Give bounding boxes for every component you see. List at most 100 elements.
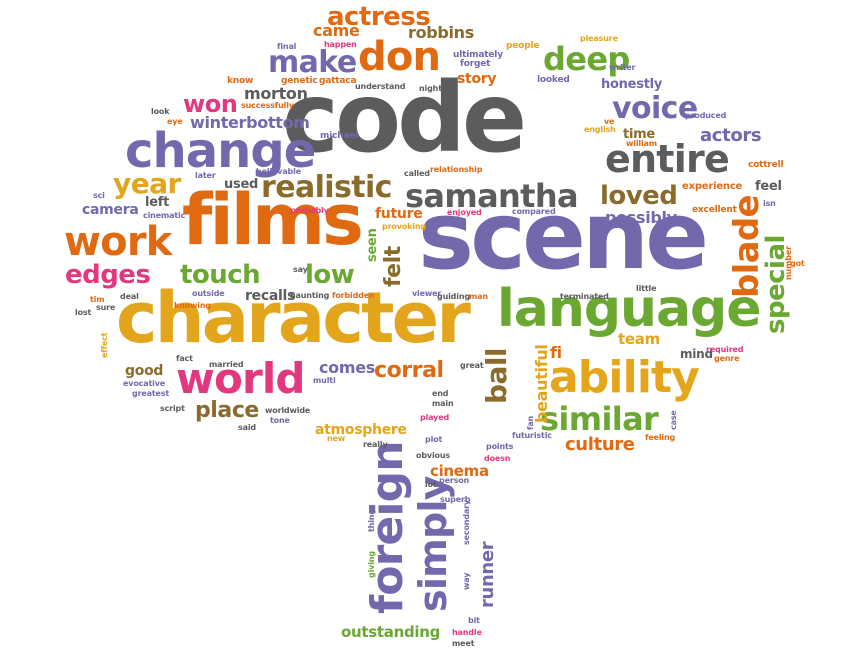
word-good: good — [125, 363, 164, 379]
word-understand: understand — [355, 82, 406, 91]
word-ve: ve — [604, 117, 615, 126]
word-case: case — [669, 410, 678, 430]
word-morton: morton — [244, 84, 308, 103]
word-ball: ball — [480, 348, 513, 404]
word-end: end — [432, 389, 449, 398]
word-great: great — [460, 361, 484, 370]
word-produced: produced — [685, 111, 727, 120]
word-relationship: relationship — [430, 165, 483, 174]
word-make: make — [268, 45, 357, 80]
word-really: really — [363, 440, 388, 449]
word-main: main — [432, 399, 454, 408]
word-superb: superb — [440, 495, 471, 504]
word-compared: compared — [512, 207, 556, 216]
word-outside: outside — [192, 289, 225, 298]
word-eye: eye — [167, 117, 183, 126]
word-experience: experience — [682, 181, 743, 192]
word-year: year — [113, 167, 181, 200]
word-fi: fi — [550, 343, 562, 362]
word-bit: bit — [468, 616, 480, 625]
word-sure: sure — [96, 303, 116, 312]
word-mind: mind — [680, 347, 713, 361]
word-successfully: successfully — [241, 101, 294, 110]
word-story: story — [457, 71, 497, 87]
word-feel: feel — [755, 179, 782, 194]
word-effect: effect — [100, 332, 109, 358]
word-meet: meet — [452, 639, 475, 648]
word-felt: felt — [381, 246, 406, 287]
word-fact: fact — [176, 354, 193, 363]
word-guiding: guiding — [437, 292, 470, 301]
word-handle: handle — [452, 628, 482, 637]
word-script: script — [160, 404, 185, 413]
word-time: time — [623, 127, 655, 142]
word-left: left — [145, 195, 170, 210]
word-similar: similar — [540, 400, 659, 438]
word-say: say — [293, 265, 308, 274]
word-man: man — [469, 292, 488, 301]
word-final: final — [277, 42, 297, 51]
word-believable: believable — [256, 167, 301, 176]
word-plot: plot — [425, 435, 443, 444]
word-future: future — [375, 206, 423, 222]
word-films: films — [182, 179, 364, 261]
word-little: little — [636, 284, 657, 293]
word-married: married — [209, 360, 244, 369]
word-person: person — [439, 476, 470, 485]
word-evocative: evocative — [123, 379, 166, 388]
word-excellent: excellent — [692, 205, 737, 215]
word-obvious: obvious — [416, 451, 451, 460]
word-secondary: secondary — [462, 500, 471, 545]
word-world: world — [176, 354, 305, 403]
word-genre: genre — [714, 354, 740, 363]
word-don: don — [358, 34, 441, 80]
word-way: way — [462, 572, 471, 590]
word-honestly: honestly — [601, 77, 663, 92]
word-william: william — [626, 139, 657, 148]
word-runner: runner — [477, 541, 498, 608]
word-worldwide: worldwide — [265, 406, 311, 415]
word-greatest: greatest — [132, 389, 170, 398]
word-provoking: provoking — [382, 222, 426, 231]
word-scene: scene — [418, 182, 709, 291]
word-edges: edges — [65, 260, 151, 290]
word-isn: isn — [763, 199, 776, 208]
word-viewer: viewer — [412, 289, 442, 298]
word-realistic: realistic — [261, 170, 392, 205]
word-haunting: haunting — [290, 291, 330, 300]
word-look: look — [151, 107, 170, 116]
word-tim: tim — [90, 295, 105, 304]
word-looked: looked — [537, 75, 570, 85]
word-cottrell: cottrell — [748, 160, 784, 170]
word-probably: probably — [290, 206, 329, 215]
word-enjoyed: enjoyed — [447, 208, 482, 217]
word-fan: fan — [526, 415, 535, 430]
word-cinematic: cinematic — [143, 211, 186, 220]
word-culture: culture — [565, 434, 635, 455]
word-giving: giving — [367, 551, 376, 578]
word-genetic: genetic — [281, 76, 318, 86]
word-recalls: recalls — [245, 288, 296, 304]
word-people: people — [506, 41, 540, 51]
word-robbins: robbins — [408, 23, 474, 42]
word-pleasure: pleasure — [580, 34, 618, 43]
word-english: english — [584, 125, 616, 134]
word-cinema: cinema — [430, 462, 489, 480]
word-michael: michael — [320, 131, 359, 141]
word-language: language — [497, 279, 761, 339]
word-voice: voice — [612, 91, 698, 126]
word-came: came — [313, 21, 360, 40]
word-ultimately: ultimately — [453, 50, 503, 60]
word-deep: deep — [543, 40, 630, 78]
word-entire: entire — [605, 137, 730, 181]
word-comes: comes — [319, 358, 375, 377]
word-writer: writer — [609, 63, 636, 72]
word-loved: loved — [600, 181, 678, 211]
word-won: won — [183, 90, 238, 118]
word-work: work — [64, 219, 172, 265]
word-atmosphere: atmosphere — [315, 422, 407, 438]
word-said: said — [238, 423, 256, 432]
word-change: change — [125, 123, 316, 179]
word-deal: deal — [120, 292, 139, 301]
